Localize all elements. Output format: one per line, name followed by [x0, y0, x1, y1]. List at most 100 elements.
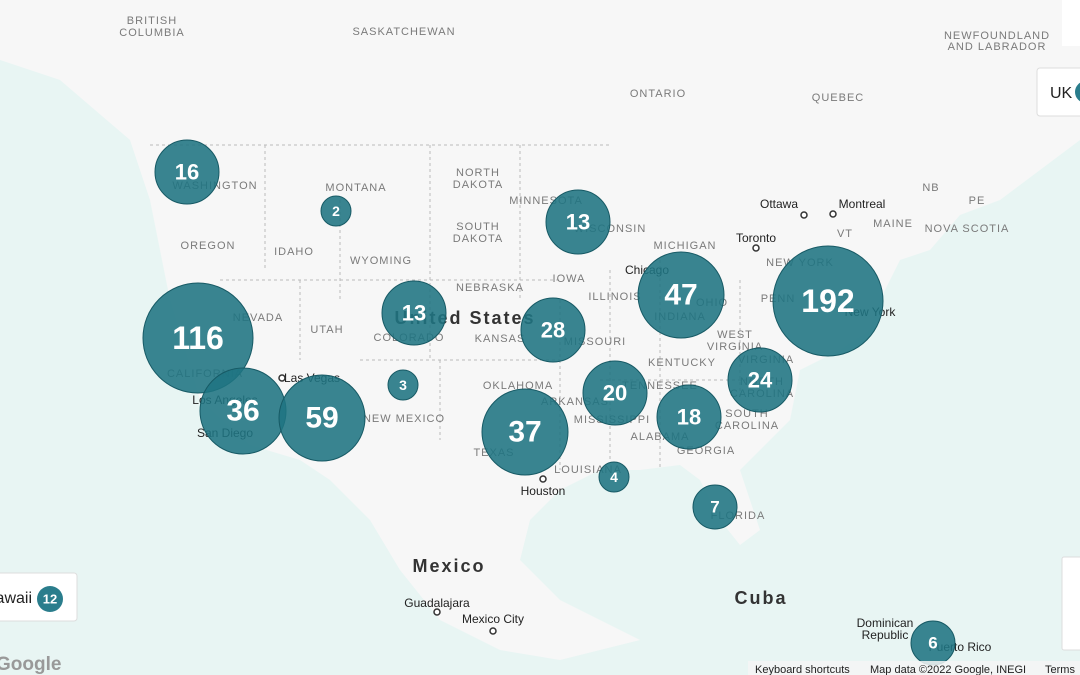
cluster[interactable]: 13	[545, 189, 611, 255]
uk-label: UK	[1050, 85, 1073, 102]
cluster[interactable]: 28	[520, 297, 586, 363]
state-label: KENTUCKY	[648, 357, 716, 369]
state-label: KANSAS	[475, 333, 526, 345]
state-label: ONTARIO	[630, 88, 686, 100]
state-label: MAINE	[873, 218, 913, 230]
city-label: Mexico City	[462, 612, 524, 626]
cluster-circle	[545, 189, 611, 255]
cluster-circle	[278, 374, 366, 462]
state-label: VT	[837, 228, 853, 240]
cluster-count: 59	[305, 402, 338, 435]
city-label: Guadalajara	[404, 596, 470, 610]
cluster-count: 24	[748, 368, 773, 393]
cluster[interactable]: 116	[142, 282, 254, 394]
cluster[interactable]: 6	[910, 620, 956, 666]
hawaii-label: Hawaii	[0, 590, 32, 607]
city-dot	[278, 374, 286, 382]
cluster-circle	[520, 297, 586, 363]
cluster-circle	[154, 139, 220, 205]
state-label: NEW MEXICO	[363, 413, 445, 425]
cluster[interactable]: 20	[582, 360, 648, 426]
cluster[interactable]: 4	[598, 461, 630, 493]
cluster[interactable]: 24	[727, 347, 793, 413]
city-label: Toronto	[736, 231, 776, 245]
state-label: COLUMBIA	[119, 27, 184, 39]
cluster-count: 116	[172, 320, 224, 356]
state-label: DAKOTA	[453, 179, 503, 191]
cluster-count: 36	[226, 395, 259, 428]
hawaii-count: 12	[43, 592, 57, 607]
cluster-circle	[727, 347, 793, 413]
cluster-count: 192	[801, 283, 854, 319]
cluster-count: 2	[332, 203, 340, 219]
cluster-circle	[772, 245, 884, 357]
state-label: NEWFOUNDLAND	[944, 30, 1050, 42]
state-label: PE	[969, 195, 986, 207]
cluster-circle	[692, 484, 738, 530]
city-label: Montreal	[839, 197, 886, 211]
city-dot	[433, 608, 441, 616]
terms[interactable]: Terms	[1045, 664, 1075, 675]
footer-bar	[748, 661, 1080, 675]
cluster-circle	[142, 282, 254, 394]
cluster[interactable]: 16	[154, 139, 220, 205]
city-dot	[539, 475, 547, 483]
cluster[interactable]: 36	[199, 367, 287, 455]
state-label: NOVA SCOTIA	[925, 223, 1010, 235]
state-label: UTAH	[310, 324, 343, 336]
cluster[interactable]: 192	[772, 245, 884, 357]
borders	[150, 144, 760, 470]
cluster[interactable]: 47	[637, 251, 725, 339]
hawaii-panel[interactable]: Hawaii 12	[0, 572, 78, 622]
cluster[interactable]: 3	[387, 369, 419, 401]
cluster-count: 18	[677, 405, 701, 430]
city-dot	[752, 244, 760, 252]
country-label: Mexico	[412, 556, 485, 576]
cluster[interactable]: 18	[656, 384, 722, 450]
cluster[interactable]: 2	[320, 195, 352, 227]
cluster-count: 20	[603, 381, 627, 406]
cluster-count: 4	[610, 469, 618, 485]
cluster[interactable]: 59	[278, 374, 366, 462]
state-label: SASKATCHEWAN	[352, 26, 455, 38]
cluster-count: 13	[402, 301, 426, 326]
state-label: AND LABRADOR	[948, 41, 1047, 53]
cluster[interactable]: 7	[692, 484, 738, 530]
city-dot	[800, 211, 808, 219]
country-label: Cuba	[735, 588, 788, 608]
city-dot	[489, 627, 497, 635]
state-label: NB	[922, 182, 939, 194]
state-label: QUEBEC	[812, 92, 864, 104]
city-label: Ottawa	[760, 197, 798, 211]
state-label: DAKOTA	[453, 233, 503, 245]
state-label: IOWA	[553, 273, 586, 285]
cluster-circle	[481, 388, 569, 476]
city-dot	[829, 210, 837, 218]
cluster[interactable]: 13	[381, 280, 447, 346]
state-label: WEST	[717, 329, 753, 341]
cluster-count: 28	[541, 318, 565, 343]
state-label: WYOMING	[350, 255, 412, 267]
cluster-count: 7	[710, 498, 719, 517]
cluster[interactable]: 37	[481, 388, 569, 476]
state-label: OREGON	[181, 240, 236, 252]
state-label: ILLINOIS	[588, 291, 641, 303]
attribution: Map data ©2022 Google, INEGI	[870, 664, 1026, 675]
cluster-count: 13	[566, 210, 590, 235]
state-label: OKLAHOMA	[483, 380, 553, 392]
uk-badge	[1075, 82, 1080, 102]
cluster-count: 16	[175, 160, 199, 185]
state-label: NORTH	[456, 167, 500, 179]
state-label: MONTANA	[325, 182, 386, 194]
uk-panel[interactable]: UK	[1036, 67, 1080, 117]
state-label: NEBRASKA	[456, 282, 524, 294]
cluster-count: 47	[664, 279, 697, 312]
google-logo: Google	[0, 654, 61, 675]
cluster-circle	[381, 280, 447, 346]
zoom-control[interactable]	[1061, 556, 1080, 651]
cluster-circle	[598, 461, 630, 493]
city-label: Republic	[862, 628, 909, 642]
fullscreen-button[interactable]	[1062, 0, 1080, 46]
shortcuts[interactable]: Keyboard shortcuts	[755, 664, 850, 675]
